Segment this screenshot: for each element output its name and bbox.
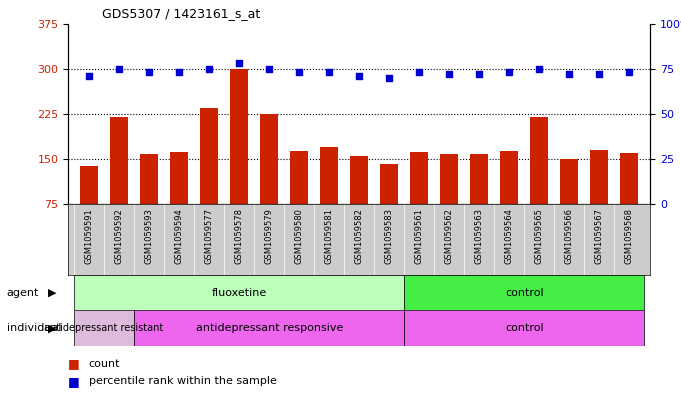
Text: agent: agent <box>7 288 39 298</box>
Text: GSM1059581: GSM1059581 <box>325 208 334 264</box>
Point <box>204 66 215 72</box>
Text: GSM1059592: GSM1059592 <box>114 208 124 264</box>
Bar <box>380 164 398 204</box>
Text: GSM1059593: GSM1059593 <box>144 208 154 264</box>
Bar <box>110 117 128 204</box>
Text: ▶: ▶ <box>48 288 56 298</box>
Bar <box>170 152 188 204</box>
Text: GSM1059567: GSM1059567 <box>595 208 604 264</box>
Bar <box>140 154 158 204</box>
Bar <box>134 310 405 346</box>
Text: antidepressant responsive: antidepressant responsive <box>195 323 343 333</box>
Bar <box>501 151 518 204</box>
Text: control: control <box>505 288 543 298</box>
Bar <box>74 275 405 310</box>
Point <box>323 69 334 75</box>
Point <box>174 69 185 75</box>
Bar <box>560 159 578 204</box>
Bar <box>320 147 338 204</box>
Bar <box>405 310 644 346</box>
Point <box>234 60 244 66</box>
Point <box>384 75 395 81</box>
Bar <box>80 166 98 204</box>
Text: GSM1059565: GSM1059565 <box>535 208 544 264</box>
Point <box>534 66 545 72</box>
Point <box>114 66 125 72</box>
Text: ■: ■ <box>68 375 80 388</box>
Text: GSM1059578: GSM1059578 <box>235 208 244 264</box>
Point <box>504 69 515 75</box>
Bar <box>530 117 548 204</box>
Text: GSM1059583: GSM1059583 <box>385 208 394 264</box>
Point <box>624 69 635 75</box>
Point <box>144 69 155 75</box>
Text: GSM1059579: GSM1059579 <box>265 208 274 264</box>
Point <box>354 73 365 79</box>
Point <box>564 71 575 77</box>
Text: ■: ■ <box>68 357 80 370</box>
Bar <box>200 108 218 204</box>
Text: GSM1059566: GSM1059566 <box>565 208 574 264</box>
Text: individual: individual <box>7 323 61 333</box>
Text: GDS5307 / 1423161_s_at: GDS5307 / 1423161_s_at <box>102 7 260 20</box>
Bar <box>620 153 638 204</box>
Text: GSM1059580: GSM1059580 <box>295 208 304 264</box>
Text: fluoxetine: fluoxetine <box>212 288 267 298</box>
Point <box>414 69 425 75</box>
Point <box>294 69 304 75</box>
Bar <box>590 150 608 204</box>
Point <box>594 71 605 77</box>
Text: count: count <box>89 358 120 369</box>
Bar <box>471 154 488 204</box>
Bar <box>74 310 134 346</box>
Bar <box>290 151 308 204</box>
Text: ▶: ▶ <box>48 323 56 333</box>
Text: percentile rank within the sample: percentile rank within the sample <box>89 376 276 386</box>
Text: GSM1059564: GSM1059564 <box>505 208 513 264</box>
Bar <box>410 152 428 204</box>
Text: GSM1059568: GSM1059568 <box>625 208 634 264</box>
Bar <box>260 114 279 204</box>
Point <box>264 66 274 72</box>
Text: GSM1059582: GSM1059582 <box>355 208 364 264</box>
Bar <box>440 154 458 204</box>
Text: control: control <box>505 323 543 333</box>
Bar <box>350 156 368 204</box>
Text: GSM1059591: GSM1059591 <box>84 208 93 264</box>
Text: GSM1059561: GSM1059561 <box>415 208 424 264</box>
Text: GSM1059577: GSM1059577 <box>205 208 214 264</box>
Text: GSM1059562: GSM1059562 <box>445 208 454 264</box>
Point <box>444 71 455 77</box>
Point <box>474 71 485 77</box>
Text: GSM1059594: GSM1059594 <box>174 208 184 264</box>
Text: antidepressant resistant: antidepressant resistant <box>44 323 163 333</box>
Bar <box>230 69 248 204</box>
Point <box>84 73 95 79</box>
Text: GSM1059563: GSM1059563 <box>475 208 484 264</box>
Bar <box>405 275 644 310</box>
